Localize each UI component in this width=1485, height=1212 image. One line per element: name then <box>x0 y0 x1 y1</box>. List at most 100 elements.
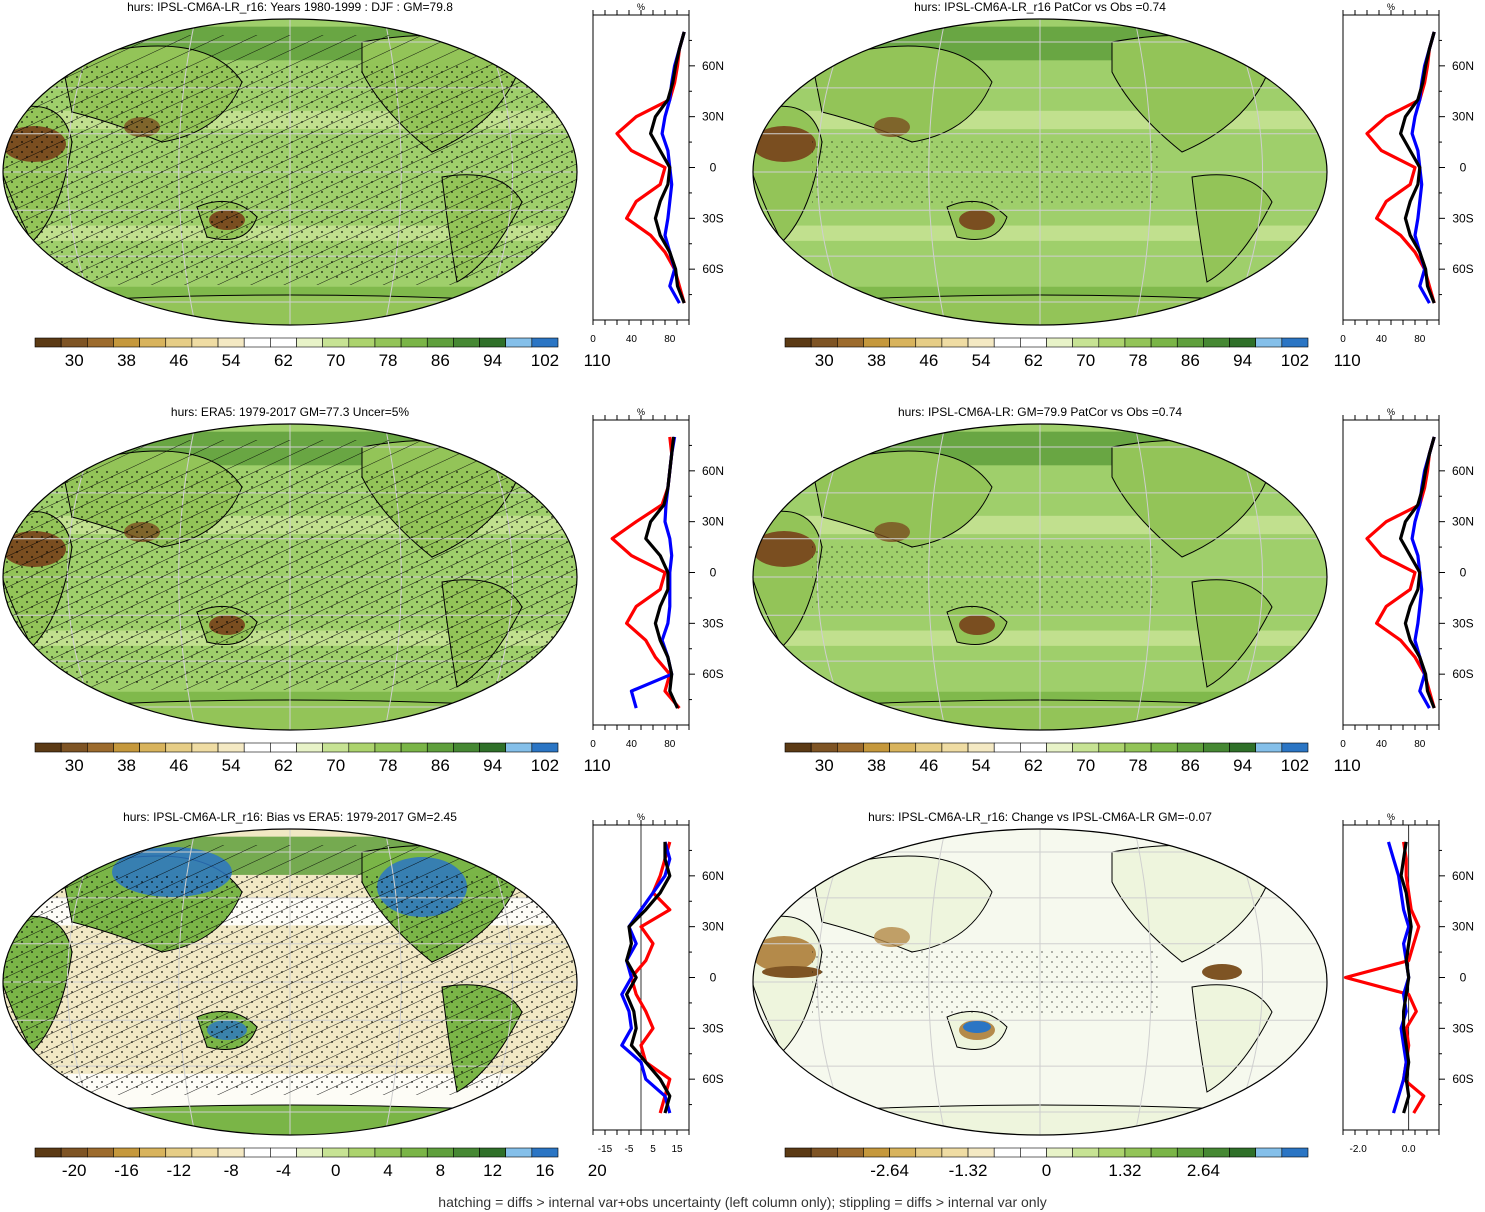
stippling <box>812 951 1158 1013</box>
colorbar-box <box>453 1147 480 1158</box>
map-outline <box>752 423 1328 731</box>
profile-series-red <box>1365 436 1436 709</box>
colorbar-box <box>113 742 140 753</box>
profile-lat-label: 30S <box>1452 616 1473 630</box>
colorbar-box <box>1098 1147 1126 1158</box>
profile-x-tick-label: 80 <box>664 334 676 345</box>
map-outline <box>752 828 1328 1136</box>
colorbar: 30 38 46 54 62 70 78 86 94 102 110 <box>784 337 1361 370</box>
profile-x-tick-label: 15 <box>671 1144 683 1155</box>
map-outline <box>2 828 578 1136</box>
colorbar-box <box>1150 337 1178 348</box>
profile-lat-label: 0 <box>710 971 717 985</box>
panel-title: hurs: IPSL-CM6A-LR_r16: Years 1980-1999 … <box>127 0 453 14</box>
colorbar-box <box>479 742 506 753</box>
colorbar: -2.64 -1.32 0 1.32 2.64 <box>784 1147 1309 1180</box>
colorbar-tick-label: 110 <box>584 351 611 370</box>
colorbar-tick-label: -4 <box>276 1161 291 1180</box>
colorbar-box <box>426 1147 454 1158</box>
colorbar-box <box>915 337 943 348</box>
profile-series-red <box>615 31 686 304</box>
colorbar-tick-label: 102 <box>1281 351 1309 370</box>
colorbar-box <box>1124 337 1152 348</box>
colorbar-tick-label: 86 <box>431 756 450 775</box>
colorbar-tick-label: 86 <box>1181 756 1200 775</box>
profile-lat-label: 60S <box>1452 667 1473 681</box>
profile-x-tick-label: 40 <box>1376 739 1388 750</box>
colorbar-box <box>165 337 193 348</box>
colorbar-tick-label: 110 <box>1334 756 1361 775</box>
colorbar-box <box>426 742 454 753</box>
profile-x-tick-label: 40 <box>626 334 638 345</box>
change-region <box>762 966 822 978</box>
colorbar-tick-label: 62 <box>1024 756 1043 775</box>
colorbar-box <box>1072 1147 1100 1158</box>
colorbar-box <box>243 1147 271 1158</box>
panel-svg: -2.64 -1.32 0 1.32 2.64% 60N 30N 0 30S 60S -2.0 0.0 <box>752 812 1474 1180</box>
footer-note: hatching = diffs > internal var+obs unce… <box>438 1194 1047 1210</box>
colorbar-box <box>784 742 812 753</box>
colorbar-box <box>322 1147 350 1158</box>
colorbar-tick-label: 54 <box>222 351 241 370</box>
colorbar-tick-label: 46 <box>919 351 938 370</box>
colorbar-tick-label: 94 <box>1233 351 1252 370</box>
colorbar-box <box>915 742 943 753</box>
colorbar-box <box>1281 742 1309 753</box>
colorbar-box <box>374 742 402 753</box>
dry-region <box>874 927 910 947</box>
profile-lat-label: 30S <box>702 616 723 630</box>
colorbar-box <box>531 337 559 348</box>
colorbar-box <box>889 1147 917 1158</box>
colorbar-tick-label: 38 <box>867 756 886 775</box>
profile-unit: % <box>637 2 645 12</box>
map-outline <box>752 18 1328 326</box>
profile-lat-label: 60N <box>702 464 724 478</box>
colorbar-box <box>863 1147 890 1158</box>
colorbar-tick-label: 78 <box>1129 351 1148 370</box>
profile-lat-label: 60S <box>702 1072 723 1086</box>
profile-frame <box>592 419 690 726</box>
colorbar-box <box>1176 337 1204 348</box>
panel-svg: 30 38 46 54 62 70 78 86 94 102 110% 60N 30N 0 30S 60S 0 4… <box>752 407 1474 775</box>
map <box>753 424 1327 730</box>
colorbar-tick-label: 62 <box>274 351 293 370</box>
colorbar-box <box>810 337 838 348</box>
panel-title: hurs: IPSL-CM6A-LR_r16 PatCor vs Obs =0.… <box>914 0 1166 14</box>
panel-svg: -20 -16 -12 -8 -4 0 4 8 12 16 20%60N30N030S60S-15-… <box>2 812 724 1180</box>
colorbar-box <box>1020 337 1047 348</box>
colorbar-box <box>1020 742 1047 753</box>
colorbar-tick-label: 12 <box>483 1161 502 1180</box>
colorbar-box <box>1203 337 1230 348</box>
colorbar-box <box>1255 337 1283 348</box>
profile-lat-label: 30N <box>1452 110 1474 124</box>
colorbar-box <box>1046 1147 1073 1158</box>
colorbar-tick-label: 2.64 <box>1187 1161 1220 1180</box>
colorbar-box <box>784 1147 812 1158</box>
panel-1: hurs: IPSL-CM6A-LR_r16: Years 1980-1999 … <box>0 0 735 390</box>
colorbar-box <box>1046 742 1073 753</box>
colorbar-box <box>889 337 917 348</box>
colorbar-tick-label: 78 <box>1129 756 1148 775</box>
profile-lat-label: 30N <box>702 920 724 934</box>
profile-series-black <box>644 436 679 709</box>
colorbar-box <box>296 742 323 753</box>
colorbar-box <box>348 1147 376 1158</box>
profile-unit: % <box>1387 2 1395 12</box>
colorbar-box <box>400 337 428 348</box>
profile-series-black <box>648 31 686 304</box>
colorbar: 30 38 46 54 62 70 78 86 94 102 110 <box>784 742 1361 775</box>
colorbar-box <box>1255 742 1283 753</box>
profile-x-tick-label: -5 <box>625 1144 634 1155</box>
profile-lat-label: 60N <box>1452 59 1474 73</box>
colorbar-box <box>479 1147 506 1158</box>
colorbar-box <box>191 1147 219 1158</box>
colorbar-box <box>889 742 917 753</box>
colorbar-tick-label: 8 <box>436 1161 445 1180</box>
profile-x-tick-label: 0 <box>590 739 596 750</box>
colorbar-box <box>1229 337 1256 348</box>
colorbar-tick-label: 20 <box>588 1161 607 1180</box>
colorbar-box <box>967 1147 995 1158</box>
panel-3: hurs: ERA5: 1979-2017 GM=77.3 Uncer=5% 30… <box>0 405 735 795</box>
profile-lat-label: 0 <box>1460 161 1467 175</box>
colorbar-tick-label: 30 <box>65 756 84 775</box>
